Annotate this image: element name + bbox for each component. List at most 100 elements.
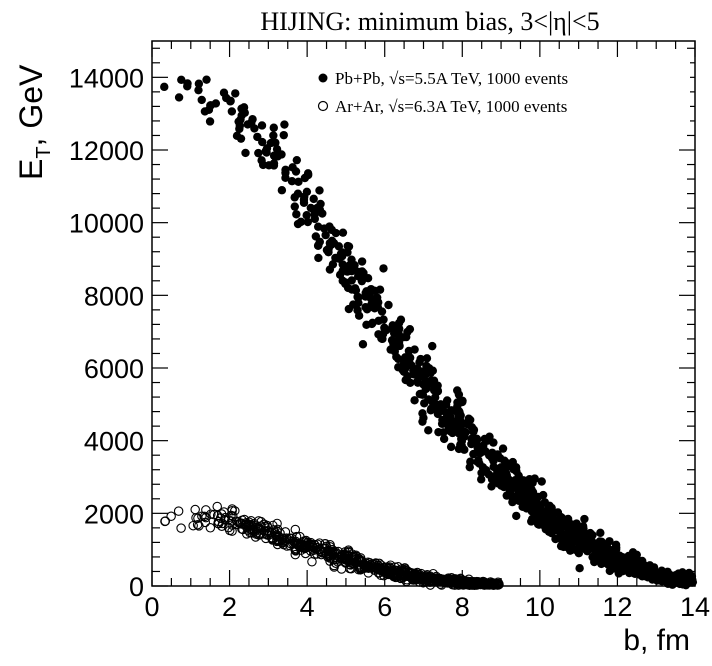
pb-pb-point bbox=[615, 554, 625, 563]
ar-ar-point bbox=[358, 559, 368, 569]
ar-ar-point bbox=[305, 539, 316, 549]
pb-pb-point bbox=[194, 79, 204, 88]
ar-ar-point bbox=[224, 525, 235, 536]
ar-ar-point bbox=[394, 567, 404, 577]
ar-ar-point bbox=[385, 569, 395, 580]
pb-pb-point bbox=[643, 573, 652, 582]
series-pb-pb bbox=[160, 75, 698, 590]
pb-pb-point bbox=[379, 315, 388, 324]
pb-pb-point bbox=[588, 552, 597, 562]
pb-pb-point bbox=[322, 245, 332, 255]
pb-pb-point bbox=[537, 477, 546, 486]
pb-pb-point bbox=[258, 137, 267, 147]
ar-ar-point bbox=[397, 567, 407, 577]
pb-pb-point bbox=[410, 396, 419, 405]
y-tick-label: 2000 bbox=[84, 499, 144, 529]
pb-pb-point bbox=[418, 390, 428, 399]
pb-pb-point bbox=[454, 390, 464, 399]
pb-pb-point bbox=[461, 428, 470, 437]
pb-pb-point bbox=[416, 354, 425, 364]
ar-ar-point bbox=[469, 577, 480, 587]
pb-pb-point bbox=[504, 475, 514, 484]
pb-pb-point bbox=[287, 177, 297, 186]
ar-ar-point bbox=[343, 547, 354, 558]
pb-pb-point bbox=[379, 264, 388, 273]
ar-ar-point bbox=[291, 538, 301, 548]
ar-ar-point bbox=[244, 521, 255, 532]
pb-pb-point bbox=[441, 418, 451, 427]
legend-background bbox=[305, 60, 690, 122]
pb-pb-point bbox=[655, 573, 664, 583]
ar-ar-point bbox=[464, 574, 474, 585]
series-ar-ar bbox=[160, 501, 504, 591]
plot-frame bbox=[151, 40, 696, 587]
pb-pb-point bbox=[314, 253, 323, 263]
pb-pb-point bbox=[310, 210, 319, 219]
ar-ar-point bbox=[344, 554, 354, 564]
ar-ar-point bbox=[205, 523, 216, 533]
ar-ar-point bbox=[285, 538, 296, 549]
pb-pb-point bbox=[197, 95, 206, 105]
pb-pb-point bbox=[469, 427, 478, 436]
pb-pb-point bbox=[409, 366, 418, 375]
y-axis-label-subscript: T bbox=[33, 146, 55, 158]
ar-ar-point bbox=[277, 533, 288, 543]
y-tick-label: 14000 bbox=[69, 63, 144, 93]
pb-pb-point bbox=[321, 230, 330, 240]
ar-ar-point bbox=[267, 535, 278, 545]
pb-pb-point bbox=[391, 328, 400, 337]
ar-ar-point bbox=[220, 515, 230, 525]
x-tick-label: 10 bbox=[525, 592, 555, 622]
ar-ar-point bbox=[288, 538, 298, 549]
ar-ar-point bbox=[409, 568, 420, 579]
pb-pb-point bbox=[523, 483, 533, 492]
ar-ar-point bbox=[216, 509, 227, 519]
ar-ar-point bbox=[194, 521, 204, 531]
pb-pb-point bbox=[374, 298, 383, 307]
ar-ar-point bbox=[272, 518, 282, 529]
pb-pb-point bbox=[269, 131, 278, 140]
pb-pb-point bbox=[377, 307, 387, 316]
pb-pb-point bbox=[497, 481, 506, 490]
pb-pb-point bbox=[306, 203, 316, 213]
ar-ar-point bbox=[239, 514, 250, 525]
pb-pb-point bbox=[533, 513, 543, 523]
ar-ar-point bbox=[296, 545, 306, 555]
pb-pb-point bbox=[362, 287, 371, 296]
ar-ar-point bbox=[320, 543, 331, 553]
ar-ar-point bbox=[212, 501, 222, 512]
pb-pb-point bbox=[434, 427, 443, 437]
pb-pb-point bbox=[603, 560, 613, 569]
pb-pb-point bbox=[271, 138, 280, 147]
pb-pb-point bbox=[502, 491, 511, 500]
pb-pb-point bbox=[336, 249, 346, 259]
pb-pb-point bbox=[318, 209, 327, 218]
pb-pb-point bbox=[446, 407, 455, 417]
pb-pb-point bbox=[572, 519, 581, 528]
ar-ar-point bbox=[209, 509, 219, 520]
x-tick-label: 12 bbox=[602, 592, 632, 622]
ar-ar-point bbox=[382, 566, 393, 577]
ar-ar-point bbox=[374, 558, 384, 569]
pb-pb-point bbox=[232, 131, 242, 141]
pb-pb-point bbox=[552, 525, 561, 535]
pb-pb-point bbox=[394, 363, 403, 372]
pb-pb-point bbox=[235, 121, 244, 130]
ar-ar-point bbox=[235, 518, 246, 528]
pb-pb-point bbox=[532, 497, 541, 506]
ar-ar-point bbox=[400, 564, 411, 574]
pb-pb-point bbox=[177, 75, 186, 84]
pb-pb-point bbox=[205, 117, 215, 126]
pb-pb-point bbox=[325, 222, 334, 231]
pb-pb-point bbox=[343, 248, 352, 257]
ar-ar-point bbox=[404, 571, 415, 582]
legend-label-pb-pb: Pb+Pb, √s=5.5A TeV, 1000 events bbox=[335, 69, 568, 88]
pb-pb-point bbox=[487, 482, 496, 491]
pb-pb-point bbox=[464, 414, 473, 423]
pb-pb-point bbox=[498, 444, 508, 453]
ar-ar-point bbox=[253, 524, 263, 534]
pb-pb-point bbox=[303, 170, 313, 180]
pb-pb-point bbox=[427, 376, 436, 385]
pb-pb-point bbox=[508, 497, 517, 507]
x-tick-label: 0 bbox=[144, 592, 159, 622]
